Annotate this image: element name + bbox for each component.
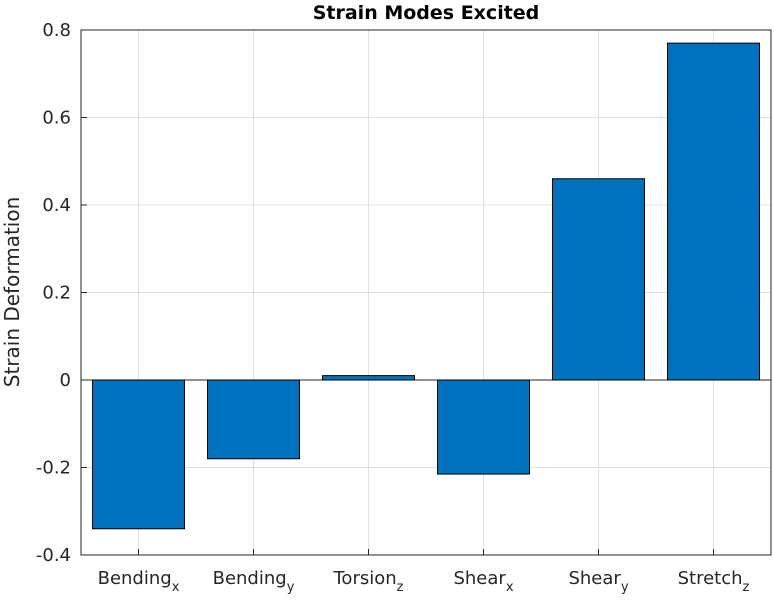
- x-tick-label-base: Shear: [453, 568, 506, 589]
- x-tick-label-base: Bending: [98, 568, 172, 589]
- x-tick-label-base: Shear: [568, 568, 621, 589]
- x-tick-label-subscript: z: [397, 580, 404, 595]
- bars: [92, 42, 760, 530]
- y-tick-label: 0.6: [42, 108, 71, 129]
- x-tick-label: Bendingy: [213, 568, 295, 595]
- x-tick-label-subscript: y: [287, 580, 295, 595]
- y-tick-labels: -0.4 -0.2 0 0.2 0.4 0.6 0.8: [36, 20, 87, 566]
- x-tick-label-base: Torsion: [333, 568, 397, 589]
- bar: [92, 379, 185, 530]
- y-tick-label: 0.2: [42, 283, 71, 304]
- x-tick-label: Bendingx: [98, 568, 180, 595]
- x-tick-label-subscript: y: [621, 580, 629, 595]
- x-tick-labels: Bendingx Bendingy Torsionz Shearx Sheary Stre…: [98, 549, 750, 595]
- x-tick-label: Sheary: [568, 568, 628, 595]
- x-tick-label-base: Stretch: [678, 568, 743, 589]
- bar: [552, 178, 645, 381]
- x-tick-label: Shearx: [453, 568, 513, 595]
- x-tick-label-base: Bending: [213, 568, 287, 589]
- y-tick-label: 0.4: [42, 195, 71, 216]
- y-tick-label: -0.2: [36, 458, 71, 479]
- y-tick-label: 0: [60, 370, 71, 391]
- x-tick-label-subscript: z: [743, 580, 750, 595]
- y-axis-label: Strain Deformation: [0, 197, 24, 388]
- chart-title: Strain Modes Excited: [313, 2, 540, 24]
- bar: [667, 42, 760, 381]
- y-tick-label: -0.4: [36, 545, 71, 566]
- bar: [437, 379, 530, 475]
- bar: [207, 379, 300, 460]
- x-tick-label-subscript: x: [172, 580, 180, 595]
- x-tick-label: Stretchz: [678, 568, 750, 595]
- y-tick-label: 0.8: [42, 20, 71, 41]
- bar: [322, 375, 415, 381]
- x-tick-label-subscript: x: [506, 580, 514, 595]
- x-tick-label: Torsionz: [333, 568, 404, 595]
